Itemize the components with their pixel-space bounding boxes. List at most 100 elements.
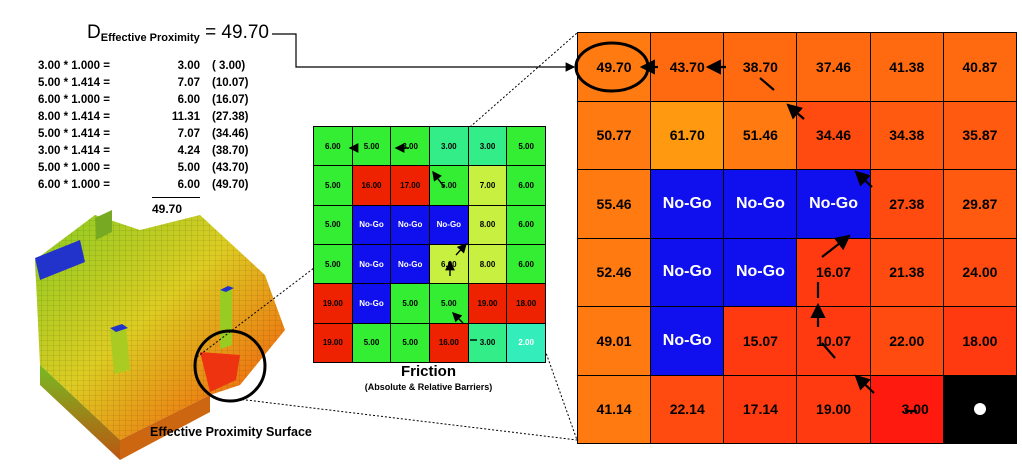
proximity-cell: 17.14 xyxy=(724,375,797,443)
friction-cell: 5.00 xyxy=(314,244,352,284)
calc-expression: 5.00 * 1.000 = xyxy=(38,162,110,174)
friction-cell: 5.00 xyxy=(507,127,545,166)
path-arrow xyxy=(432,170,445,188)
calc-expression: 5.00 * 1.414 = xyxy=(38,128,110,140)
friction-cell: 6.00 xyxy=(507,166,545,205)
proximity-cell: 27.38 xyxy=(870,170,943,238)
friction-cell: 5.00 xyxy=(314,205,352,244)
proximity-cell: 16.07 xyxy=(797,238,870,306)
destination-marker-icon xyxy=(973,403,986,416)
calc-expression: 6.00 * 1.000 = xyxy=(38,179,110,191)
destination-cell xyxy=(943,375,1016,443)
proximity-cell: 50.77 xyxy=(578,101,651,169)
calc-cumulative: (27.38) xyxy=(212,111,249,123)
friction-cell: 8.00 xyxy=(468,244,507,284)
proximity-cell: 21.38 xyxy=(870,238,943,306)
calc-cumulative: (16.07) xyxy=(212,94,249,106)
proximity-cell-nogo: No-Go xyxy=(651,238,724,306)
proximity-cell: 15.07 xyxy=(724,307,797,375)
surface-highlight-circle xyxy=(193,329,267,403)
calc-result: 6.00 xyxy=(177,94,200,106)
surface-label: Effective Proximity Surface xyxy=(150,425,312,439)
friction-cell: 5.00 xyxy=(391,323,429,362)
proximity-cell: 22.00 xyxy=(870,307,943,375)
friction-cell: 19.00 xyxy=(314,284,352,323)
calc-cumulative: ( 3.00) xyxy=(212,60,246,72)
proximity-cell-nogo: No-Go xyxy=(724,238,797,306)
friction-cell-nogo: No-Go xyxy=(391,205,429,244)
path-arrow xyxy=(854,374,875,394)
friction-path-arrows xyxy=(348,143,477,341)
result-highlight-ellipse xyxy=(574,41,650,93)
proximity-cell: 51.46 xyxy=(724,101,797,169)
calculation-sum-rule xyxy=(152,197,200,198)
proximity-cell: 38.70 xyxy=(724,33,797,101)
proximity-cell: 24.00 xyxy=(943,238,1016,306)
formula-title: DEffective Proximity = 49.70 xyxy=(87,22,269,44)
calc-expression: 6.00 * 1.000 = xyxy=(38,94,110,106)
friction-cell: 18.00 xyxy=(507,284,545,323)
calc-result: 7.07 xyxy=(177,77,200,89)
proximity-cell: 18.00 xyxy=(943,307,1016,375)
proximity-cell: 35.87 xyxy=(943,101,1016,169)
proximity-cell: 34.46 xyxy=(797,101,870,169)
friction-cell-nogo: No-Go xyxy=(352,284,391,323)
friction-grid: 6.00 5.00 3.00 3.00 3.00 5.00 5.00 16.00 17.00 5.… xyxy=(313,126,546,363)
proximity-cell-nogo: No-Go xyxy=(651,307,724,375)
friction-cell-nogo: No-Go xyxy=(430,205,468,244)
proximity-cell: 34.38 xyxy=(870,101,943,169)
calc-expression: 8.00 * 1.414 = xyxy=(38,111,110,123)
calc-result: 7.07 xyxy=(177,128,200,140)
formula-pointer-arrow xyxy=(272,33,576,72)
friction-cell: 3.00 xyxy=(468,323,507,362)
calc-cumulative: (34.46) xyxy=(212,128,249,140)
path-arrow xyxy=(821,234,851,258)
friction-cell: 19.00 xyxy=(468,284,507,323)
friction-cell: 5.00 xyxy=(352,323,391,362)
proximity-cell: 10.07 xyxy=(797,307,870,375)
proximity-cell: 52.46 xyxy=(578,238,651,306)
friction-cell: 5.00 xyxy=(352,127,391,166)
calc-cumulative: (43.70) xyxy=(212,162,249,174)
calc-expression: 5.00 * 1.414 = xyxy=(38,77,110,89)
calc-expression: 3.00 * 1.414 = xyxy=(38,145,110,157)
calc-result: 6.00 xyxy=(177,179,200,191)
friction-cell: 6.00 xyxy=(314,127,352,166)
proximity-surface-3d xyxy=(35,210,285,460)
friction-cell: 6.00 xyxy=(507,205,545,244)
friction-cell: 16.00 xyxy=(430,323,468,362)
friction-cell: 5.00 xyxy=(314,166,352,205)
proximity-cell: 49.01 xyxy=(578,307,651,375)
friction-title: Friction xyxy=(401,363,456,380)
friction-cell-nogo: No-Go xyxy=(391,244,429,284)
friction-cell: 16.00 xyxy=(352,166,391,205)
proximity-cell: 37.46 xyxy=(797,33,870,101)
calc-expression: 3.00 * 1.000 = xyxy=(38,60,110,72)
friction-cell: 3.00 xyxy=(430,127,468,166)
friction-cell: 6.00 xyxy=(507,244,545,284)
calc-cumulative: (10.07) xyxy=(212,77,249,89)
friction-cell-nogo: No-Go xyxy=(352,244,391,284)
path-arrow xyxy=(821,342,836,359)
path-arrow xyxy=(759,77,775,91)
proximity-path-arrows xyxy=(639,59,917,413)
proximity-cell: 40.87 xyxy=(943,33,1016,101)
proximity-cell-nogo: No-Go xyxy=(651,170,724,238)
friction-cell: 19.00 xyxy=(314,323,352,362)
calc-cumulative: (38.70) xyxy=(212,145,249,157)
friction-cell: 2.00 xyxy=(507,323,545,362)
path-arrow xyxy=(452,312,464,324)
proximity-cell: 41.14 xyxy=(578,375,651,443)
friction-cell: 8.00 xyxy=(468,205,507,244)
calc-result: 11.31 xyxy=(171,111,200,123)
proximity-cell: 22.14 xyxy=(651,375,724,443)
friction-cell: 7.00 xyxy=(468,166,507,205)
path-arrow xyxy=(854,170,873,188)
calc-cumulative: (49.70) xyxy=(212,179,249,191)
path-arrow xyxy=(786,103,805,120)
proximity-cell: 29.87 xyxy=(943,170,1016,238)
proximity-cell: 3.00 xyxy=(870,375,943,443)
friction-cell-nogo: No-Go xyxy=(352,205,391,244)
friction-cell: 3.00 xyxy=(468,127,507,166)
